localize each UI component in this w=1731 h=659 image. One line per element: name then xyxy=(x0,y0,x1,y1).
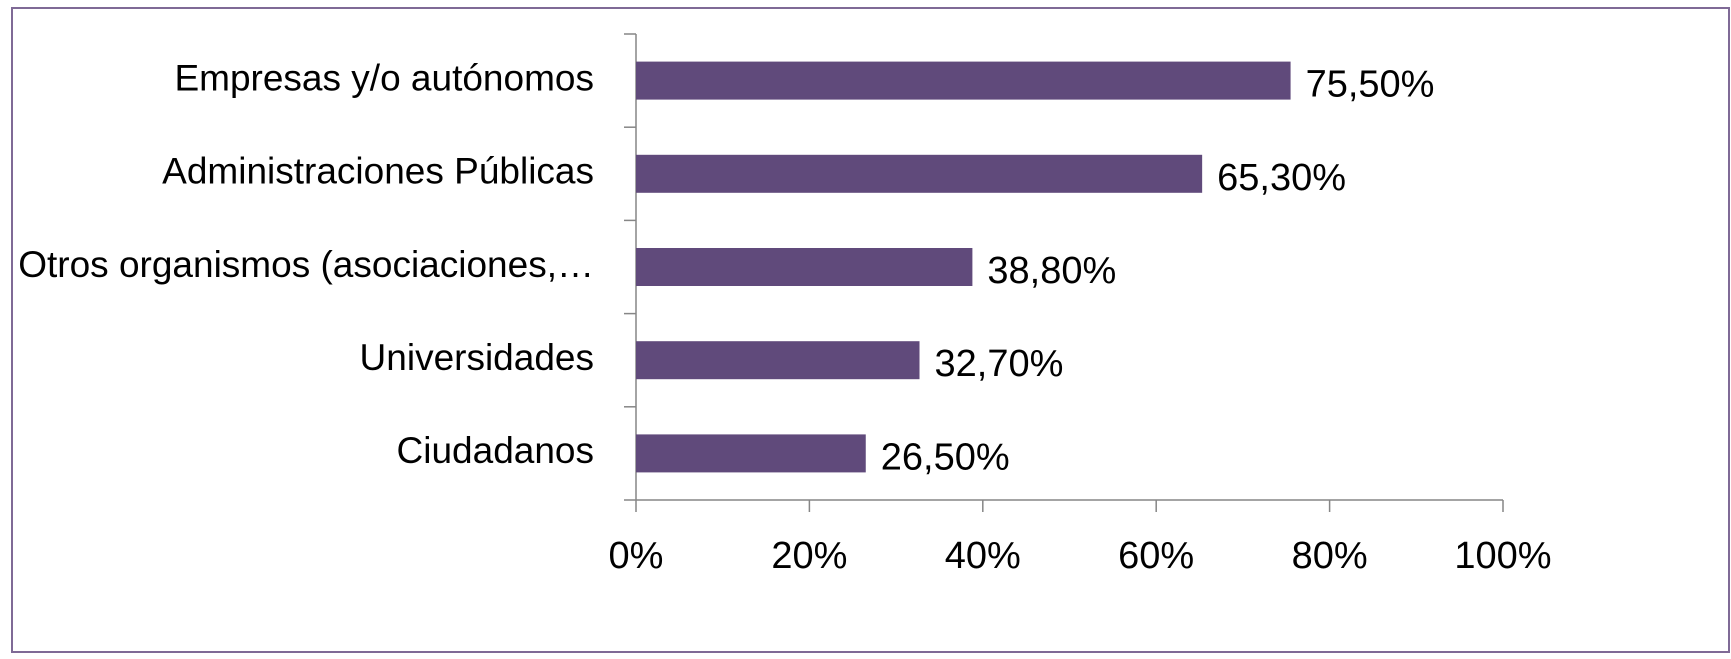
y-tick-label: Ciudadanos xyxy=(397,430,594,471)
x-tick-label: 40% xyxy=(945,535,1021,577)
bar xyxy=(636,61,1291,100)
y-tick-label: Universidades xyxy=(360,337,594,378)
chart-frame xyxy=(11,7,1730,653)
bar xyxy=(636,154,1203,193)
value-label: 26,50% xyxy=(881,436,1010,478)
x-tick-label: 100% xyxy=(1454,535,1551,577)
x-tick-label: 80% xyxy=(1292,535,1368,577)
y-tick-label: Administraciones Públicas xyxy=(162,151,594,192)
value-label: 65,30% xyxy=(1217,157,1346,199)
value-label: 38,80% xyxy=(987,250,1116,292)
bar xyxy=(636,434,866,473)
value-label: 32,70% xyxy=(935,343,1064,385)
bar xyxy=(636,248,973,286)
x-tick-label: 0% xyxy=(609,535,664,577)
x-tick-label: 20% xyxy=(771,535,847,577)
value-label: 75,50% xyxy=(1306,64,1435,106)
y-tick-label: Empresas y/o autónomos xyxy=(174,57,594,98)
x-tick-label: 60% xyxy=(1118,535,1194,577)
y-tick-label: Otros organismos (asociaciones,… xyxy=(18,244,594,285)
bar xyxy=(636,341,920,380)
